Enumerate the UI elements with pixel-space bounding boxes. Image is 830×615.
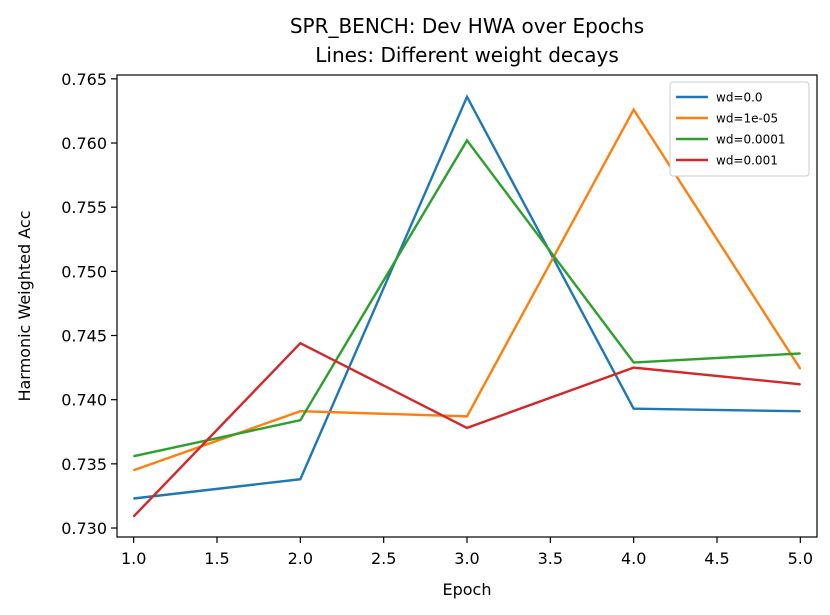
y-tick-label: 0.750: [61, 262, 107, 281]
data-point: [466, 427, 468, 429]
x-tick-label: 4.5: [704, 549, 729, 568]
x-tick-label: 3.5: [538, 549, 563, 568]
y-tick-label: 0.760: [61, 134, 107, 153]
legend-frame: [669, 81, 810, 177]
legend-label: wd=0.0: [716, 91, 763, 105]
x-tick-label: 1.5: [204, 549, 229, 568]
x-tick-label: 2.0: [288, 549, 313, 568]
data-point: [466, 139, 468, 142]
plot-frame: [116, 74, 818, 538]
x-axis-label: Epoch: [443, 580, 492, 599]
data-point: [299, 478, 301, 480]
x-tick-label: 1.0: [121, 549, 146, 568]
data-point: [133, 515, 135, 518]
data-point: [299, 419, 301, 421]
legend-label: wd=0.001: [716, 154, 778, 168]
data-point: [466, 415, 468, 417]
legend-label: wd=1e-05: [716, 112, 778, 126]
x-tick-label: 5.0: [788, 549, 813, 568]
data-point: [299, 410, 301, 412]
axis-ticks: 1.0 1.5 2.0 2.5 3.0 3.5 4.0 4.5 5.0 0.730 0.735 0.7…: [61, 70, 813, 568]
data-point: [799, 368, 801, 370]
y-tick-label: 0.740: [61, 391, 107, 410]
data-point: [133, 497, 135, 500]
y-tick-label: 0.730: [61, 519, 107, 538]
data-point: [799, 383, 801, 385]
y-tick-label: 0.735: [61, 455, 107, 474]
x-tick-label: 2.5: [371, 549, 396, 568]
data-point: [633, 109, 635, 111]
data-point: [633, 361, 635, 364]
data-point: [466, 96, 468, 98]
data-point: [799, 352, 801, 355]
chart-subtitle: Lines: Different weight decays: [315, 43, 619, 67]
y-axis-label: Harmonic Weighted Acc: [15, 210, 34, 401]
legend: wd=0.0 wd=1e-05 wd=0.0001 wd=0.001: [669, 81, 810, 177]
y-tick-label: 0.745: [61, 327, 107, 346]
x-tick-label: 4.0: [621, 549, 646, 568]
x-tick-label: 3.0: [454, 549, 479, 568]
series-lines: [132, 94, 802, 518]
chart-title: SPR_BENCH: Dev HWA over Epochs: [290, 14, 644, 38]
series-line-3: [132, 341, 801, 518]
data-point: [633, 367, 635, 369]
data-point: [299, 342, 301, 344]
y-tick-label: 0.765: [61, 70, 107, 89]
legend-label: wd=0.0001: [716, 133, 785, 147]
data-point: [799, 410, 801, 412]
data-point: [633, 408, 635, 410]
data-point: [133, 469, 135, 471]
y-tick-label: 0.755: [61, 198, 107, 217]
data-point: [133, 455, 135, 457]
